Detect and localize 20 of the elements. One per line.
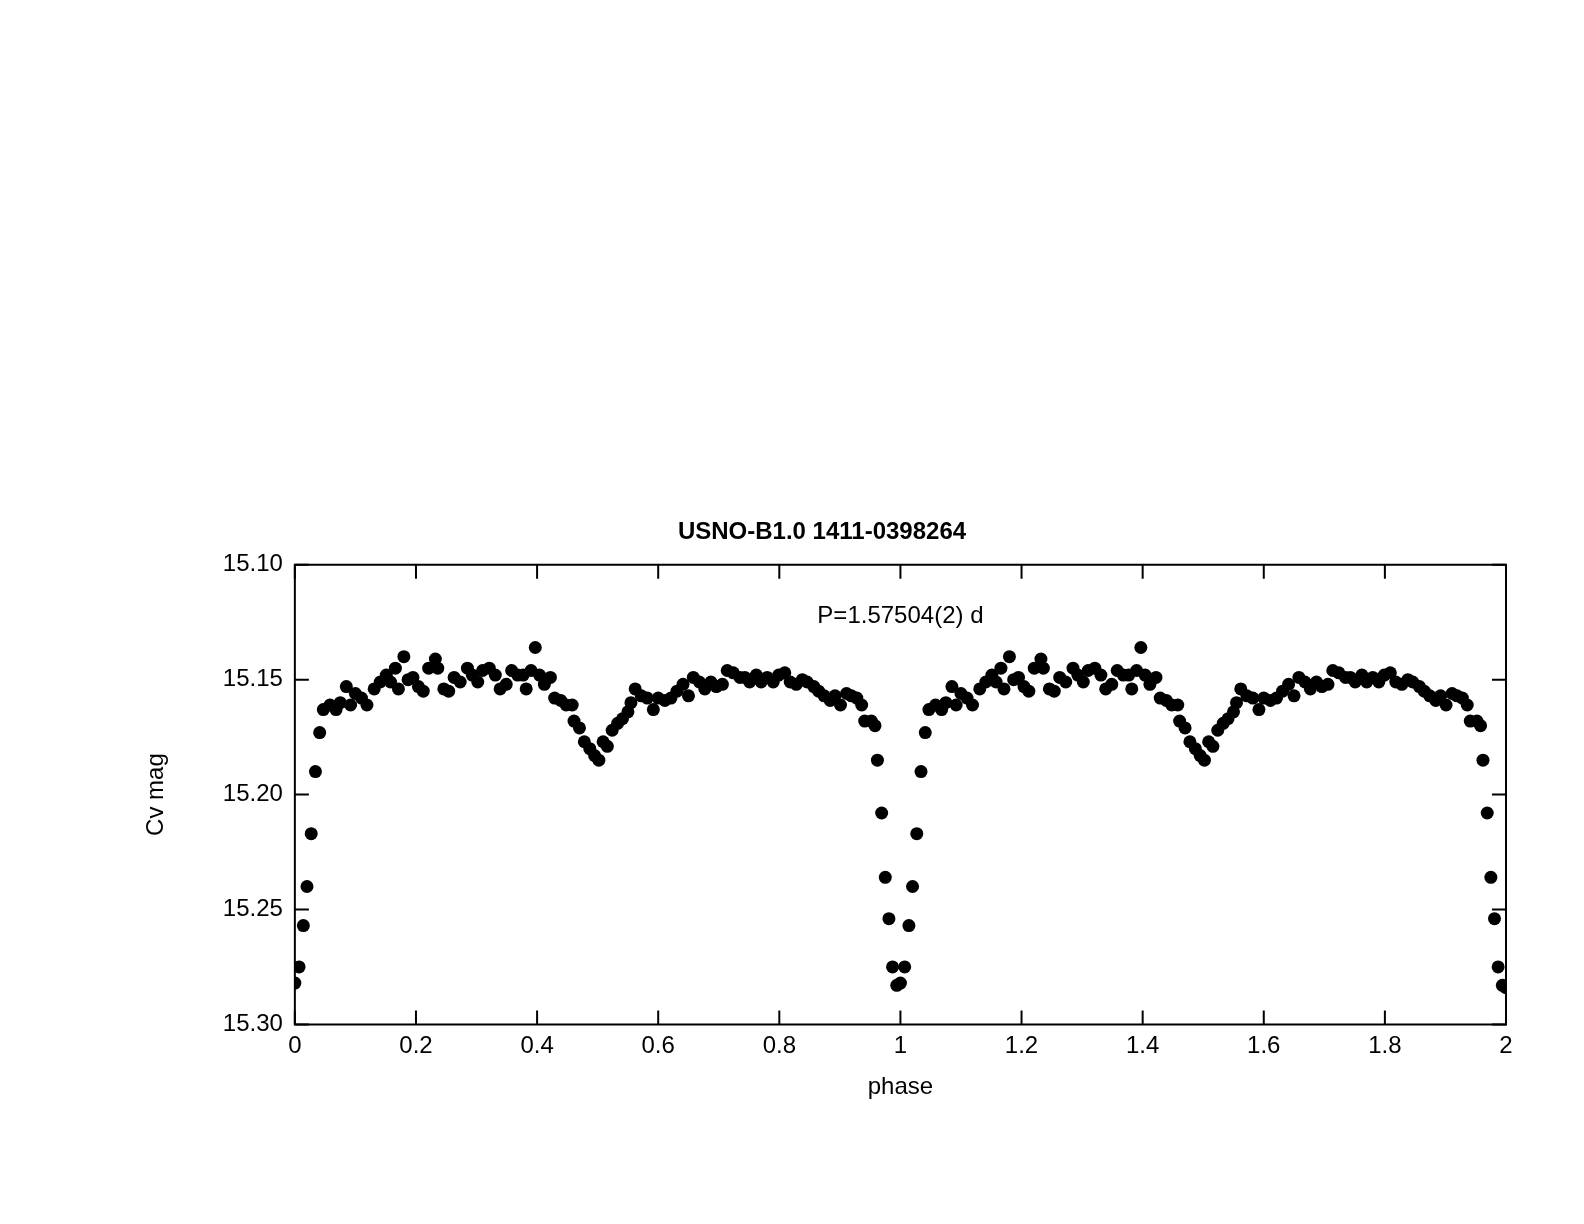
x-tick-label: 1.4 (1125, 1031, 1160, 1059)
y-tick-label: 15.15 (222, 664, 283, 692)
x-tick-label: 1.2 (1004, 1031, 1039, 1059)
chart-title: USNO-B1.0 1411-0398264 (677, 517, 967, 545)
x-tick-label: 1.8 (1368, 1031, 1402, 1059)
annotation: P=1.57504(2) d (817, 601, 984, 629)
x-tick-label: 0.6 (641, 1031, 675, 1059)
y-tick-label: 15.20 (222, 779, 283, 807)
x-tick-label: 2 (1499, 1031, 1513, 1059)
x-tick-label: 1 (893, 1031, 908, 1059)
y-tick-label: 15.10 (222, 549, 283, 577)
x-tick-label: 0.2 (399, 1031, 433, 1059)
x-tick-label: 1.6 (1247, 1031, 1281, 1059)
x-axis-title: phase (867, 1072, 934, 1100)
x-tick-label: 0.8 (762, 1031, 796, 1059)
x-tick-label: 0 (288, 1031, 302, 1059)
x-tick-label: 0.4 (520, 1031, 554, 1059)
y-tick-label: 15.25 (222, 894, 283, 922)
y-tick-label: 15.30 (222, 1009, 283, 1037)
y-axis-title: Cv mag (141, 753, 169, 836)
